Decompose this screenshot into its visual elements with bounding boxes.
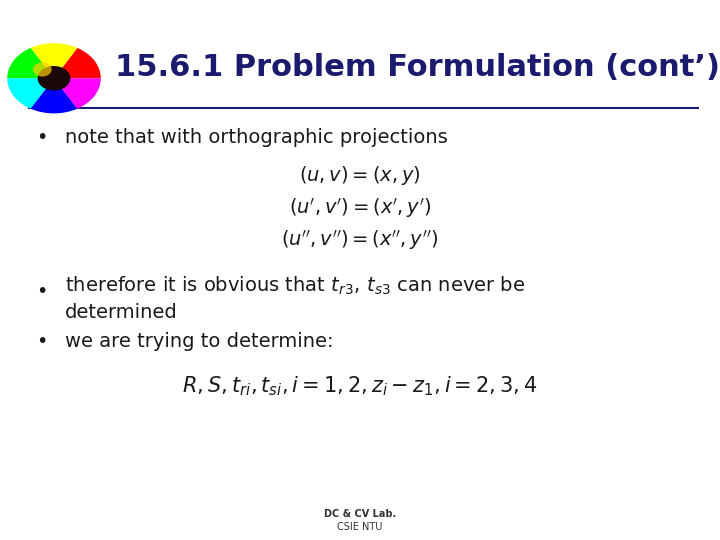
Wedge shape: [7, 78, 54, 109]
Text: DC & CV Lab.: DC & CV Lab.: [324, 509, 396, 519]
Wedge shape: [30, 78, 78, 113]
Text: $(u, v) = (x, y)$: $(u, v) = (x, y)$: [299, 164, 421, 187]
Text: $R, S, t_{ri}, t_{si}, i = 1, 2, z_i - z_1, i = 2, 3, 4$: $R, S, t_{ri}, t_{si}, i = 1, 2, z_i - z…: [182, 374, 538, 398]
Text: CSIE NTU: CSIE NTU: [337, 522, 383, 531]
Text: note that with orthographic projections: note that with orthographic projections: [65, 128, 448, 147]
Text: $(u', v') = (x', y')$: $(u', v') = (x', y')$: [289, 196, 431, 220]
Circle shape: [37, 66, 71, 91]
Text: therefore it is obvious that $t_{r3},\, t_{s3}$ can never be: therefore it is obvious that $t_{r3},\, …: [65, 275, 525, 298]
Text: $(u'', v'') = (x'', y'')$: $(u'', v'') = (x'', y'')$: [282, 228, 438, 252]
Text: •: •: [36, 128, 48, 147]
Text: 15.6.1 Problem Formulation (cont’): 15.6.1 Problem Formulation (cont’): [115, 53, 720, 82]
Text: •: •: [36, 282, 48, 301]
Text: •: •: [36, 332, 48, 351]
Wedge shape: [31, 43, 78, 78]
Text: determined: determined: [65, 302, 178, 322]
Wedge shape: [54, 78, 101, 109]
Text: we are trying to determine:: we are trying to determine:: [65, 332, 333, 351]
Circle shape: [33, 63, 52, 77]
Wedge shape: [7, 48, 54, 78]
Wedge shape: [54, 48, 101, 78]
